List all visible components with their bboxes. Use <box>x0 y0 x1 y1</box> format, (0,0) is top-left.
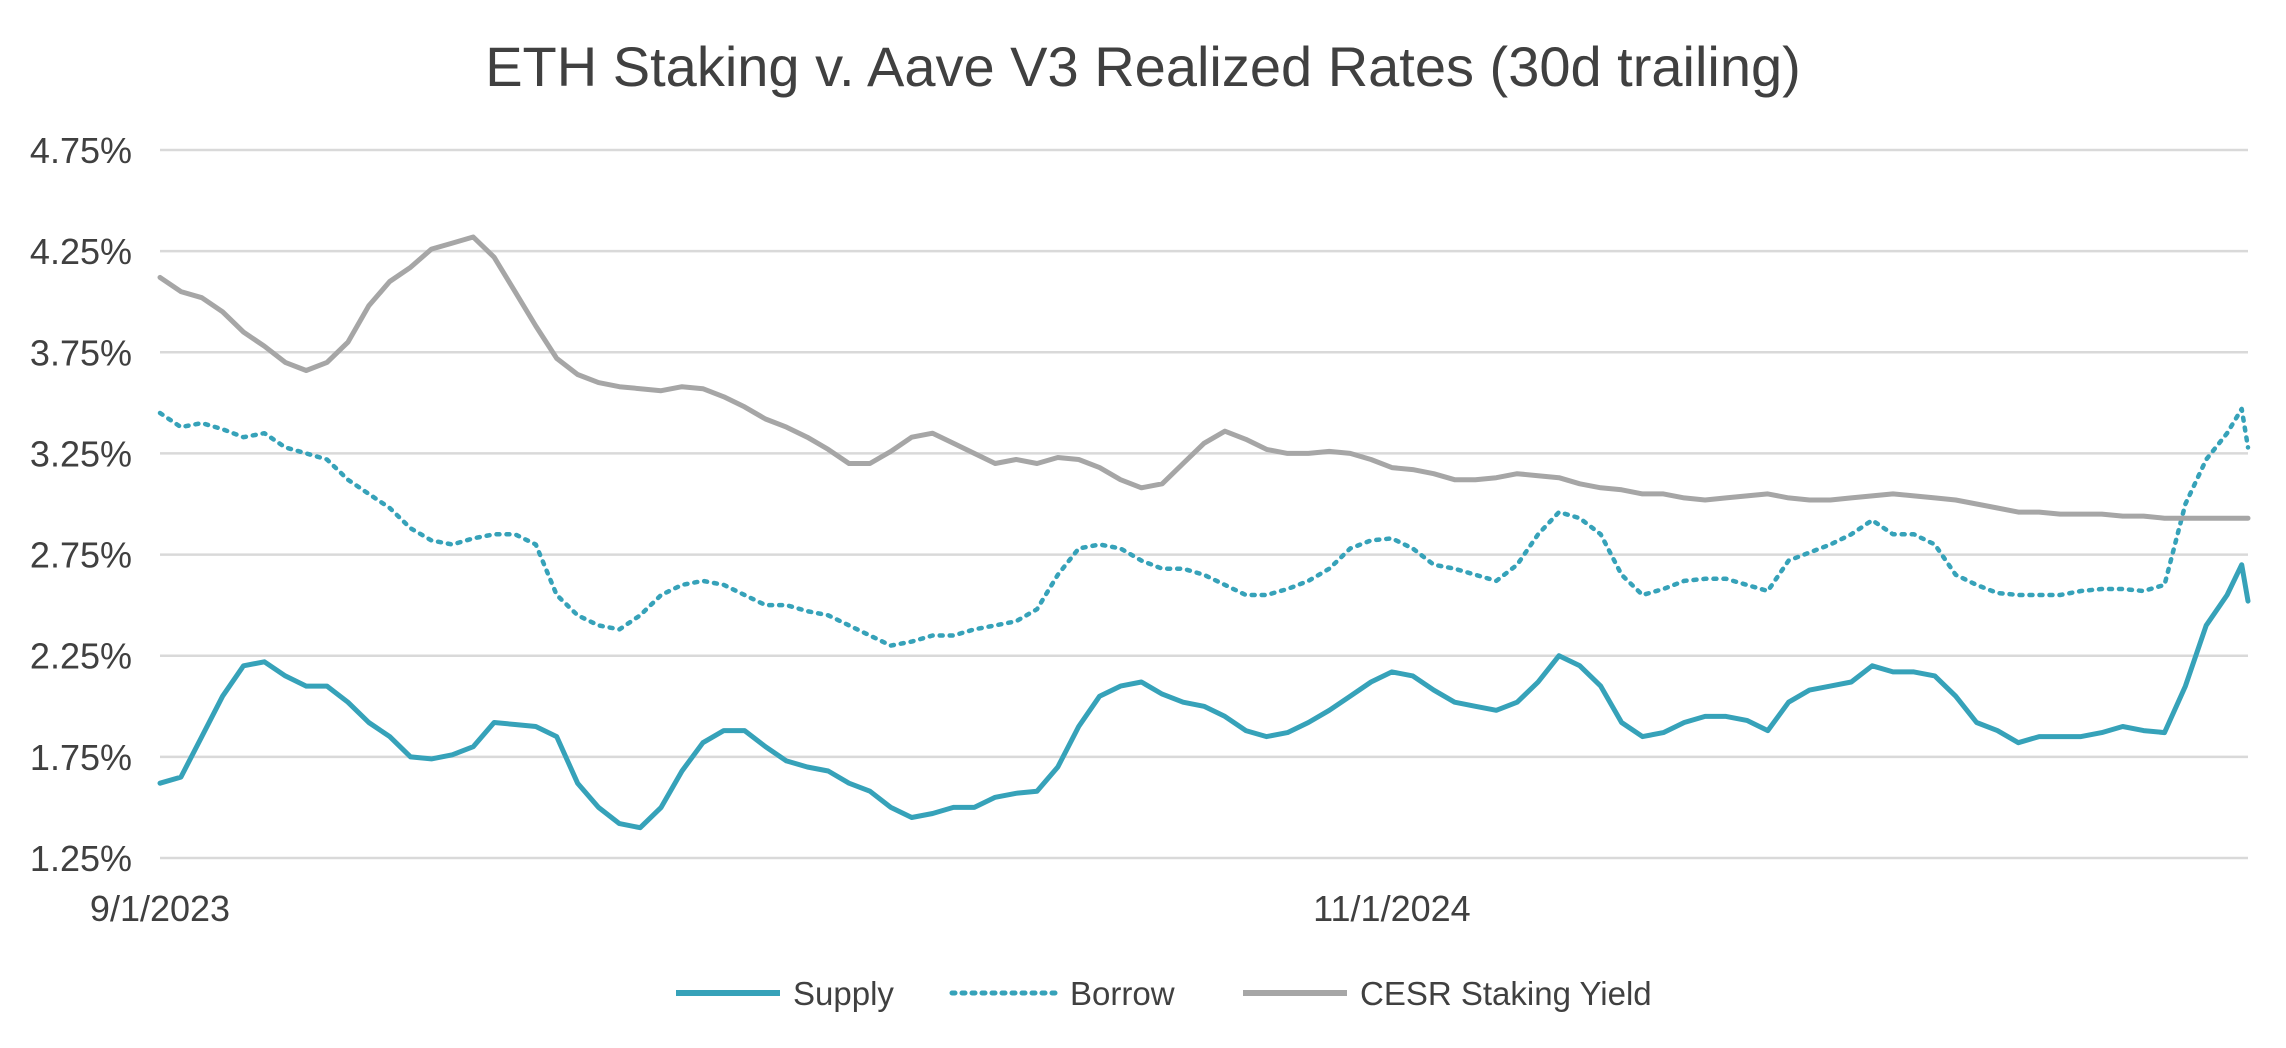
legend-item-borrow[interactable]: Borrow <box>949 975 1175 1012</box>
legend: Supply Borrow CESR Staking Yield <box>676 975 1652 1012</box>
gridlines <box>160 148 2248 860</box>
y-axis-tick-labels: 1.25% 1.75% 2.25% 2.75% 3.25% 3.75% 4.25% 4.75% <box>30 130 132 879</box>
y-tick-label: 3.25% <box>30 433 132 474</box>
y-tick-label: 1.25% <box>30 838 132 879</box>
legend-item-supply[interactable]: Supply <box>676 975 894 1012</box>
series-line-cesr-staking-yield <box>157 234 2251 521</box>
legend-label-supply: Supply <box>793 975 894 1012</box>
y-tick-label: 2.25% <box>30 636 132 677</box>
legend-item-cesr-staking-yield[interactable]: CESR Staking Yield <box>1243 975 1652 1012</box>
y-tick-label: 4.25% <box>30 231 132 272</box>
series-lines <box>157 234 2251 831</box>
series-line-supply <box>157 562 2251 831</box>
x-tick-label: 9/1/2023 <box>90 888 230 929</box>
legend-label-cesr-staking-yield: CESR Staking Yield <box>1360 975 1652 1012</box>
legend-label-borrow: Borrow <box>1070 975 1175 1012</box>
y-tick-label: 1.75% <box>30 737 132 778</box>
x-tick-label: 11/1/2024 <box>1313 888 1470 929</box>
series-line-borrow <box>157 406 2251 648</box>
y-tick-label: 3.75% <box>30 332 132 373</box>
y-tick-label: 2.75% <box>30 535 132 576</box>
y-tick-label: 4.75% <box>30 130 132 171</box>
chart-title: ETH Staking v. Aave V3 Realized Rates (3… <box>485 35 1801 98</box>
x-axis-tick-labels: 9/1/2023 11/1/2024 <box>90 888 1471 929</box>
